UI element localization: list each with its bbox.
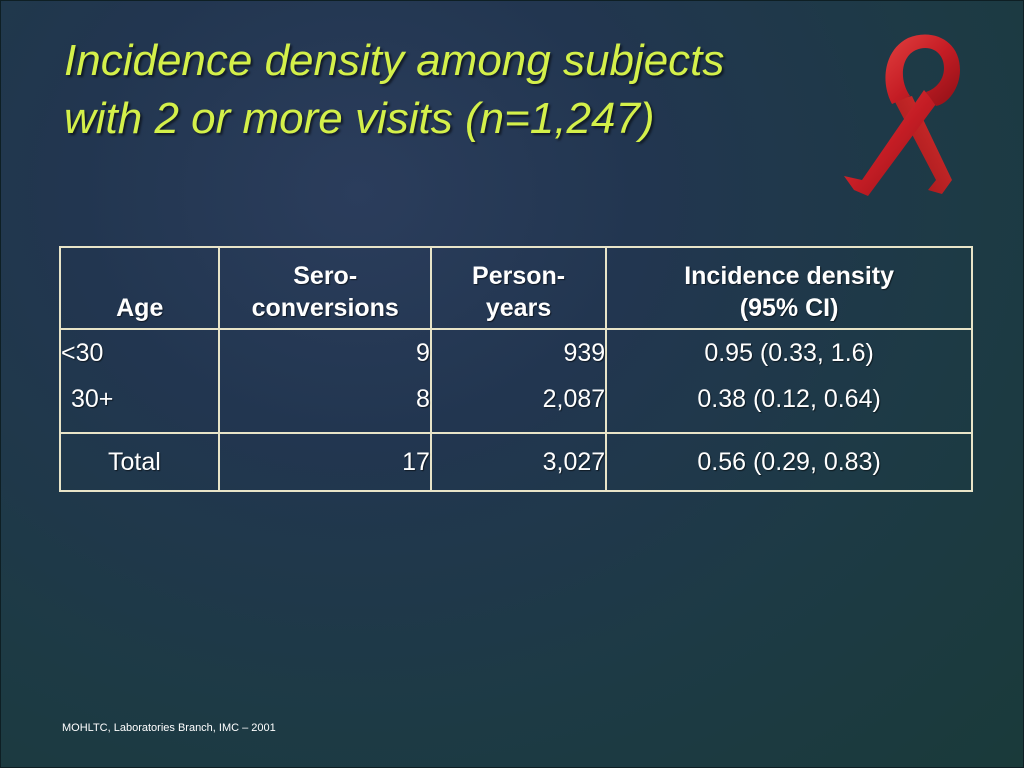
red-ribbon-icon xyxy=(844,34,960,196)
cell-seroconversions: 9 8 xyxy=(218,328,432,434)
cell-person-years: 939 2,087 xyxy=(429,328,608,434)
inc-under-30: 0.95 (0.33, 1.6) xyxy=(704,339,874,367)
py-under-30: 939 xyxy=(563,339,606,367)
incidence-table: Age Sero- conversions Person- years Inci… xyxy=(58,246,973,492)
total-seroconversions: 17 xyxy=(218,432,432,492)
header-age: Age xyxy=(58,246,221,330)
header-seroconversions: Sero- conversions xyxy=(218,246,432,330)
total-person-years: 3,027 xyxy=(429,432,608,492)
title-line-2: with 2 or more visits (n=1,247) xyxy=(64,94,655,143)
age-under-30: <30 xyxy=(61,339,104,367)
total-incidence: 0.56 (0.29, 0.83) xyxy=(605,432,973,492)
total-label: Total xyxy=(58,432,221,492)
cell-age-groups: <30 30+ xyxy=(58,328,221,434)
footer-credit: MOHLTC, Laboratories Branch, IMC – 2001 xyxy=(62,722,276,734)
slide-title: Incidence density among subjects with 2 … xyxy=(64,32,844,148)
table-header-row: Age Sero- conversions Person- years Inci… xyxy=(58,246,973,330)
header-incidence-density: Incidence density (95% CI) xyxy=(605,246,973,330)
sero-30-plus: 8 xyxy=(416,385,430,413)
py-30-plus: 2,087 xyxy=(542,385,606,413)
age-30-plus: 30+ xyxy=(71,385,114,413)
inc-30-plus: 0.38 (0.12, 0.64) xyxy=(697,385,881,413)
table-row-total: Total 17 3,027 0.56 (0.29, 0.83) xyxy=(58,432,973,492)
title-line-1: Incidence density among subjects xyxy=(64,36,725,85)
cell-incidence: 0.95 (0.33, 1.6) 0.38 (0.12, 0.64) xyxy=(605,328,973,434)
sero-under-30: 9 xyxy=(416,339,430,367)
table-row-age-groups: <30 30+ 9 8 939 2,087 0.95 (0.33, 1.6) 0… xyxy=(58,328,973,434)
header-person-years: Person- years xyxy=(429,246,608,330)
